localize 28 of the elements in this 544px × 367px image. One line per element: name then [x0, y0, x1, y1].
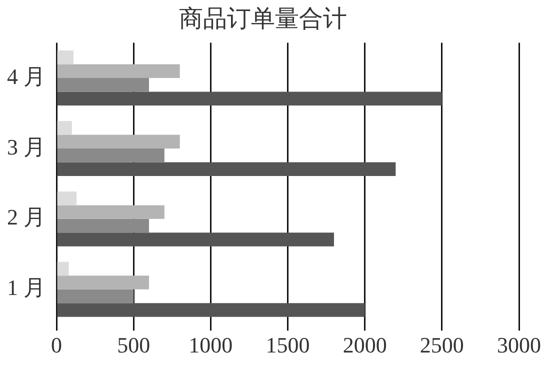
- bar: [57, 92, 442, 106]
- x-tick-label: 500: [117, 332, 150, 358]
- bar: [57, 134, 180, 148]
- bar: [57, 50, 74, 64]
- x-tick-label: 3000: [497, 332, 541, 358]
- y-tick-label: 4 月: [7, 64, 46, 89]
- bar: [57, 64, 180, 78]
- bar: [57, 162, 396, 176]
- y-tick-label: 2 月: [7, 204, 46, 230]
- bar: [57, 121, 72, 135]
- bar: [57, 232, 334, 246]
- bar: [57, 148, 164, 162]
- x-tick-label: 0: [51, 332, 62, 358]
- bar: [57, 191, 77, 206]
- bar: [57, 78, 149, 92]
- bar: [57, 289, 134, 304]
- bar: [57, 276, 149, 290]
- x-tick-label: 1000: [188, 332, 233, 358]
- x-tick-label: 2000: [342, 332, 387, 358]
- bar: [57, 205, 164, 219]
- y-tick-label: 3 月: [7, 134, 46, 160]
- x-tick-label: 2500: [420, 332, 464, 358]
- x-tick-label: 1500: [266, 332, 310, 358]
- chart-title: 商品订单量合计: [179, 6, 347, 33]
- bar: [57, 303, 365, 317]
- bar: [57, 218, 149, 233]
- bar: [57, 262, 69, 276]
- y-tick-label: 1 月: [7, 275, 46, 300]
